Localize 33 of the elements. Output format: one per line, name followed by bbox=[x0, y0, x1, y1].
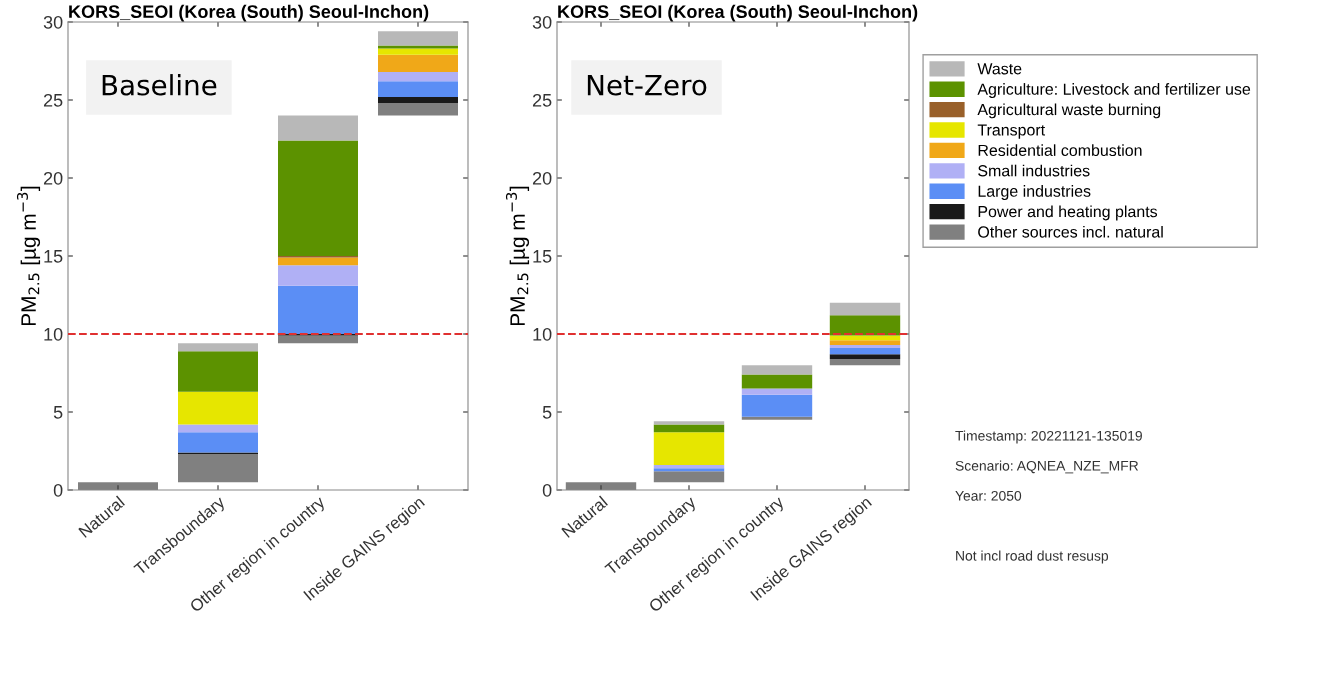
y-tick-label: 30 bbox=[532, 15, 552, 29]
y-tick-label: 0 bbox=[542, 483, 552, 497]
y-tick-label: 15 bbox=[533, 250, 552, 263]
text: Scenario: AQNEA_NZE_MFR bbox=[955, 460, 1139, 474]
chart-title: KORS_SEOI (Korea (South) Seoul-Inchon) bbox=[69, 4, 429, 22]
legend-label: Residential combustion bbox=[978, 144, 1142, 157]
y-tick-label: 15 bbox=[44, 250, 63, 263]
text: Year: 2050 bbox=[955, 490, 1022, 501]
y-tick-label: 30 bbox=[43, 15, 63, 29]
y-tick-label: 25 bbox=[532, 93, 552, 107]
legend-label: Agricultural waste burning bbox=[977, 103, 1161, 119]
y-axis-title: PM$_{2.5}$ [µg m$^{−3}$] bbox=[505, 186, 530, 326]
y-axis-title: PM$_{2.5}$ [µg m$^{−3}$] bbox=[16, 186, 41, 326]
legend-label: Power and heating plants bbox=[978, 205, 1158, 221]
legend-label: Agriculture: Livestock and fertilizer use bbox=[977, 83, 1251, 98]
legend-label: Waste bbox=[977, 63, 1022, 75]
y-tick-label: 20 bbox=[43, 171, 63, 185]
legend-label: Small industries bbox=[978, 164, 1090, 177]
text: Not incl road dust resusp bbox=[956, 550, 1109, 564]
y-tick-label: 25 bbox=[43, 93, 63, 107]
legend-label: Other sources incl. natural bbox=[978, 225, 1163, 238]
y-tick-label: 0 bbox=[53, 483, 63, 497]
y-tick-label: 5 bbox=[53, 406, 63, 419]
y-tick-label: 20 bbox=[532, 171, 552, 185]
y-tick-label: 10 bbox=[533, 327, 552, 341]
annotation: Baseline bbox=[102, 74, 217, 96]
chart-title: KORS_SEOI (Korea (South) Seoul-Inchon) bbox=[558, 4, 918, 22]
text: Timestamp: 20221121-135019 bbox=[955, 430, 1142, 444]
annotation: Net-Zero bbox=[587, 74, 707, 96]
y-tick-label: 10 bbox=[44, 327, 63, 341]
legend-label: Large industries bbox=[978, 185, 1091, 200]
y-tick-label: 5 bbox=[542, 406, 552, 419]
legend-label: Transport bbox=[977, 124, 1046, 139]
